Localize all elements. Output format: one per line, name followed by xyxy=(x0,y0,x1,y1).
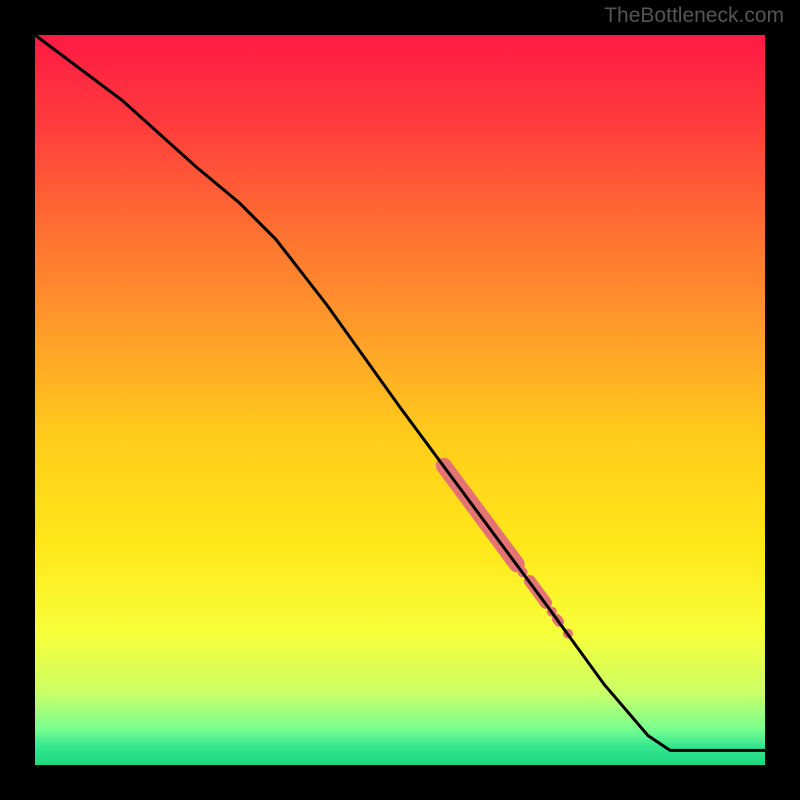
curve-layer xyxy=(35,35,765,765)
watermark-text: TheBottleneck.com xyxy=(604,4,784,28)
main-curve xyxy=(35,35,765,750)
plot-area xyxy=(35,35,765,765)
